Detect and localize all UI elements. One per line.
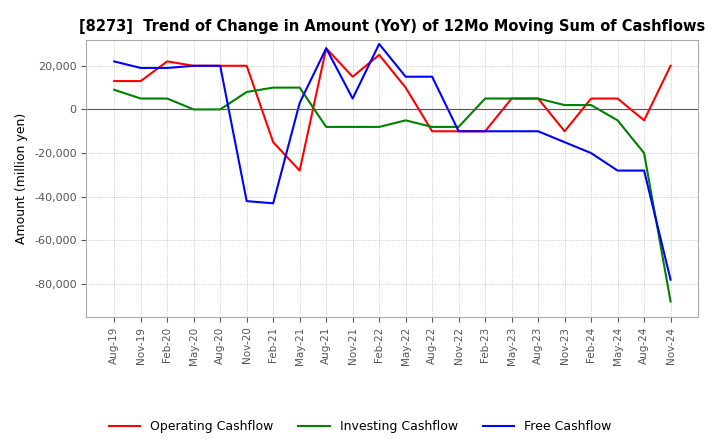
Free Cashflow [613, 168, 622, 173]
Investing Cashflow [534, 96, 542, 101]
Operating Cashflow [269, 139, 277, 145]
Operating Cashflow [348, 74, 357, 79]
Free Cashflow [322, 46, 330, 51]
Investing Cashflow [454, 124, 463, 129]
Operating Cashflow [534, 96, 542, 101]
Free Cashflow [534, 128, 542, 134]
Investing Cashflow [666, 299, 675, 304]
Investing Cashflow [136, 96, 145, 101]
Free Cashflow [401, 74, 410, 79]
Operating Cashflow [560, 128, 569, 134]
Title: [8273]  Trend of Change in Amount (YoY) of 12Mo Moving Sum of Cashflows: [8273] Trend of Change in Amount (YoY) o… [79, 19, 706, 34]
Investing Cashflow [163, 96, 171, 101]
Investing Cashflow [322, 124, 330, 129]
Operating Cashflow [666, 63, 675, 69]
Legend: Operating Cashflow, Investing Cashflow, Free Cashflow: Operating Cashflow, Investing Cashflow, … [104, 415, 616, 438]
Investing Cashflow [216, 107, 225, 112]
Free Cashflow [163, 65, 171, 70]
Investing Cashflow [508, 96, 516, 101]
Investing Cashflow [269, 85, 277, 90]
Operating Cashflow [508, 96, 516, 101]
Operating Cashflow [216, 63, 225, 69]
Line: Operating Cashflow: Operating Cashflow [114, 48, 670, 171]
Free Cashflow [375, 41, 384, 47]
Investing Cashflow [560, 103, 569, 108]
Free Cashflow [216, 63, 225, 69]
Investing Cashflow [428, 124, 436, 129]
Investing Cashflow [295, 85, 304, 90]
Investing Cashflow [587, 103, 595, 108]
Operating Cashflow [295, 168, 304, 173]
Free Cashflow [454, 128, 463, 134]
Investing Cashflow [348, 124, 357, 129]
Free Cashflow [428, 74, 436, 79]
Free Cashflow [136, 65, 145, 70]
Free Cashflow [640, 168, 649, 173]
Investing Cashflow [243, 89, 251, 95]
Investing Cashflow [640, 150, 649, 156]
Free Cashflow [295, 100, 304, 106]
Operating Cashflow [613, 96, 622, 101]
Free Cashflow [348, 96, 357, 101]
Investing Cashflow [613, 118, 622, 123]
Investing Cashflow [481, 96, 490, 101]
Operating Cashflow [375, 52, 384, 58]
Line: Free Cashflow: Free Cashflow [114, 44, 670, 280]
Operating Cashflow [110, 78, 119, 84]
Free Cashflow [587, 150, 595, 156]
Free Cashflow [508, 128, 516, 134]
Investing Cashflow [375, 124, 384, 129]
Free Cashflow [189, 63, 198, 69]
Operating Cashflow [454, 128, 463, 134]
Investing Cashflow [401, 118, 410, 123]
Operating Cashflow [481, 128, 490, 134]
Y-axis label: Amount (million yen): Amount (million yen) [16, 113, 29, 244]
Free Cashflow [481, 128, 490, 134]
Operating Cashflow [640, 118, 649, 123]
Free Cashflow [560, 139, 569, 145]
Operating Cashflow [243, 63, 251, 69]
Operating Cashflow [401, 85, 410, 90]
Investing Cashflow [110, 87, 119, 92]
Operating Cashflow [322, 46, 330, 51]
Operating Cashflow [163, 59, 171, 64]
Free Cashflow [666, 277, 675, 282]
Operating Cashflow [428, 128, 436, 134]
Operating Cashflow [587, 96, 595, 101]
Free Cashflow [243, 198, 251, 204]
Operating Cashflow [189, 63, 198, 69]
Investing Cashflow [189, 107, 198, 112]
Operating Cashflow [136, 78, 145, 84]
Free Cashflow [110, 59, 119, 64]
Line: Investing Cashflow: Investing Cashflow [114, 88, 670, 301]
Free Cashflow [269, 201, 277, 206]
